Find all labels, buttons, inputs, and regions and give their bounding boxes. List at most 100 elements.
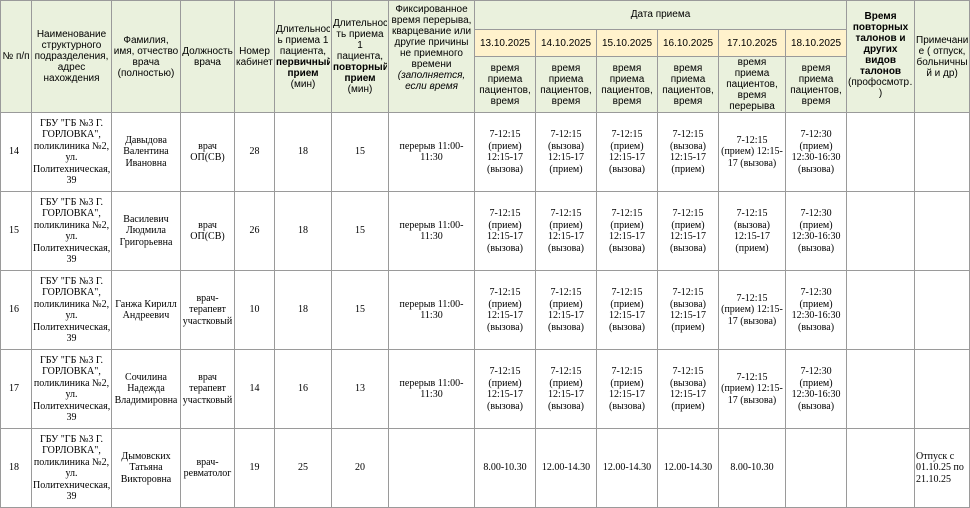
cell-unit[interactable]: ГБУ "ГБ №3 Г. ГОРЛОВКА", поликлиника №2,… (31, 112, 112, 192)
cell-note[interactable]: Отпуск с 01.10.25 по 21.10.25 (914, 428, 970, 508)
cell-day-4[interactable]: 7-12:15 (вызова) 12:15-17 (прием) (657, 270, 719, 350)
cell-day-2[interactable]: 7-12:15 (прием) 12:15-17 (вызова) (535, 191, 597, 271)
cell-position[interactable]: врач терапевт участковый (180, 349, 235, 429)
cell-position[interactable]: врач ОП(СВ) (180, 191, 235, 271)
cell-day-4-text: 12.00-14.30 (663, 462, 713, 474)
cell-day-1-text: 7-12:15 (прием) 12:15-17 (вызова) (486, 208, 524, 254)
header-position: Должность врача (180, 0, 235, 113)
cell-cabinet[interactable]: 28 (234, 112, 275, 192)
cell-num[interactable]: 14 (0, 112, 32, 192)
cell-break[interactable] (388, 428, 475, 508)
cell-talon[interactable] (846, 349, 916, 429)
cell-repeat[interactable]: 13 (331, 349, 389, 429)
cell-day-3[interactable]: 7-12:15 (прием) 12:15-17 (вызова) (596, 112, 658, 192)
cell-note[interactable] (914, 191, 970, 271)
date-subheader-6: время приема пациентов, время (784, 56, 848, 113)
cell-break[interactable]: перерыв 11:00-11:30 (388, 112, 475, 192)
table-row: 15 ГБУ "ГБ №3 Г. ГОРЛОВКА", поликлиника … (0, 191, 970, 271)
cell-first[interactable]: 16 (274, 349, 332, 429)
cell-day-3-text: 12.00-14.30 (602, 462, 652, 474)
cell-num[interactable]: 18 (0, 428, 32, 508)
cell-day-4[interactable]: 7-12:15 (вызова) 12:15-17 (прием) (657, 349, 719, 429)
cell-cabinet[interactable]: 19 (234, 428, 275, 508)
cell-cabinet-text: 10 (249, 304, 260, 316)
cell-day-2-text: 7-12:15 (прием) 12:15-17 (вызова) (547, 208, 585, 254)
cell-day-3[interactable]: 7-12:15 (прием) 12:15-17 (вызова) (596, 349, 658, 429)
cell-day-5[interactable]: 7-12:15 (прием) 12:15-17 (вызова) (718, 270, 786, 350)
cell-fio[interactable]: Василевич Людмила Григорьевна (111, 191, 181, 271)
cell-cabinet-text: 26 (249, 225, 260, 237)
cell-day-1[interactable]: 7-12:15 (прием) 12:15-17 (вызова) (474, 349, 536, 429)
cell-day-1[interactable]: 7-12:15 (прием) 12:15-17 (вызова) (474, 270, 536, 350)
cell-cabinet[interactable]: 26 (234, 191, 275, 271)
cell-note[interactable] (914, 112, 970, 192)
cell-note[interactable] (914, 270, 970, 350)
cell-day-6-text: 7-12:30 (прием) 12:30-16:30 (вызова) (791, 287, 841, 333)
cell-day-6[interactable]: 7-12:30 (прием) 12:30-16:30 (вызова) (784, 191, 848, 271)
cell-unit[interactable]: ГБУ "ГБ №3 Г. ГОРЛОВКА", поликлиника №2,… (31, 428, 112, 508)
cell-unit[interactable]: ГБУ "ГБ №3 Г. ГОРЛОВКА", поликлиника №2,… (31, 270, 112, 350)
cell-day-6[interactable]: 7-12:30 (прием) 12:30-16:30 (вызова) (784, 270, 848, 350)
cell-cabinet-text: 14 (249, 383, 260, 395)
cell-repeat[interactable]: 20 (331, 428, 389, 508)
cell-day-3-text: 7-12:15 (прием) 12:15-17 (вызова) (608, 366, 646, 412)
cell-unit-text: ГБУ "ГБ №3 Г. ГОРЛОВКА", поликлиника №2,… (33, 117, 110, 187)
cell-talon[interactable] (846, 428, 916, 508)
cell-unit[interactable]: ГБУ "ГБ №3 Г. ГОРЛОВКА", поликлиника №2,… (31, 349, 112, 429)
cell-talon[interactable] (846, 270, 916, 350)
cell-day-5[interactable]: 7-12:15 (прием) 12:15-17 (вызова) (718, 112, 786, 192)
cell-num[interactable]: 15 (0, 191, 32, 271)
cell-first[interactable]: 18 (274, 270, 332, 350)
cell-position[interactable]: врач-ревматолог (180, 428, 235, 508)
cell-break[interactable]: перерыв 11:00-11:30 (388, 270, 475, 350)
cell-cabinet[interactable]: 10 (234, 270, 275, 350)
cell-day-6[interactable] (784, 428, 848, 508)
cell-fio[interactable]: Сочилина Надежда Владимировна (111, 349, 181, 429)
cell-talon[interactable] (846, 112, 916, 192)
cell-day-3[interactable]: 7-12:15 (прием) 12:15-17 (вызова) (596, 270, 658, 350)
cell-day-5[interactable]: 7-12:15 (прием) 12:15-17 (вызова) (718, 349, 786, 429)
cell-note[interactable] (914, 349, 970, 429)
cell-day-3[interactable]: 12.00-14.30 (596, 428, 658, 508)
table-row: 18 ГБУ "ГБ №3 Г. ГОРЛОВКА", поликлиника … (0, 428, 970, 508)
cell-repeat-text: 15 (355, 225, 365, 237)
cell-first[interactable]: 18 (274, 191, 332, 271)
cell-day-2[interactable]: 7-12:15 (вызова) 12:15-17 (прием) (535, 112, 597, 192)
header-cabinet: Номер кабинета (234, 0, 275, 113)
cell-talon[interactable] (846, 191, 916, 271)
cell-first[interactable]: 25 (274, 428, 332, 508)
cell-fio[interactable]: Давыдова Валентина Ивановна (111, 112, 181, 192)
cell-day-1[interactable]: 7-12:15 (прием) 12:15-17 (вызова) (474, 112, 536, 192)
cell-day-5[interactable]: 8.00-10.30 (718, 428, 786, 508)
date-header-1: 13.10.2025 (474, 29, 536, 57)
cell-break[interactable]: перерыв 11:00-11:30 (388, 191, 475, 271)
cell-day-4[interactable]: 7-12:15 (вызова) 12:15-17 (прием) (657, 112, 719, 192)
cell-day-1[interactable]: 7-12:15 (прием) 12:15-17 (вызова) (474, 191, 536, 271)
cell-day-2[interactable]: 7-12:15 (прием) 12:15-17 (вызова) (535, 349, 597, 429)
cell-day-2[interactable]: 7-12:15 (прием) 12:15-17 (вызова) (535, 270, 597, 350)
cell-day-6[interactable]: 7-12:30 (прием) 12:30-16:30 (вызова) (784, 349, 848, 429)
cell-day-5[interactable]: 7-12:15 (вызова) 12:15-17 (прием) (718, 191, 786, 271)
cell-day-4[interactable]: 12.00-14.30 (657, 428, 719, 508)
cell-repeat-text: 13 (355, 383, 365, 395)
cell-break[interactable]: перерыв 11:00-11:30 (388, 349, 475, 429)
cell-fio[interactable]: Дымовских Татьяна Викторовна (111, 428, 181, 508)
cell-position[interactable]: врач-терапевт участковый (180, 270, 235, 350)
cell-position[interactable]: врач ОП(СВ) (180, 112, 235, 192)
cell-first[interactable]: 18 (274, 112, 332, 192)
cell-day-4[interactable]: 7-12:15 (прием) 12:15-17 (вызова) (657, 191, 719, 271)
cell-cabinet[interactable]: 14 (234, 349, 275, 429)
cell-num[interactable]: 17 (0, 349, 32, 429)
cell-day-3[interactable]: 7-12:15 (прием) 12:15-17 (вызова) (596, 191, 658, 271)
cell-repeat[interactable]: 15 (331, 112, 389, 192)
cell-position-text: врач ОП(СВ) (190, 140, 225, 164)
cell-day-2[interactable]: 12.00-14.30 (535, 428, 597, 508)
cell-num[interactable]: 16 (0, 270, 32, 350)
cell-repeat[interactable]: 15 (331, 270, 389, 350)
cell-unit[interactable]: ГБУ "ГБ №3 Г. ГОРЛОВКА", поликлиника №2,… (31, 191, 112, 271)
cell-day-6[interactable]: 7-12:30 (прием) 12:30-16:30 (вызова) (784, 112, 848, 192)
cell-repeat[interactable]: 15 (331, 191, 389, 271)
cell-fio[interactable]: Ганжа Кирилл Андреевич (111, 270, 181, 350)
cell-day-1-text: 8.00-10.30 (483, 462, 527, 474)
cell-day-1[interactable]: 8.00-10.30 (474, 428, 536, 508)
